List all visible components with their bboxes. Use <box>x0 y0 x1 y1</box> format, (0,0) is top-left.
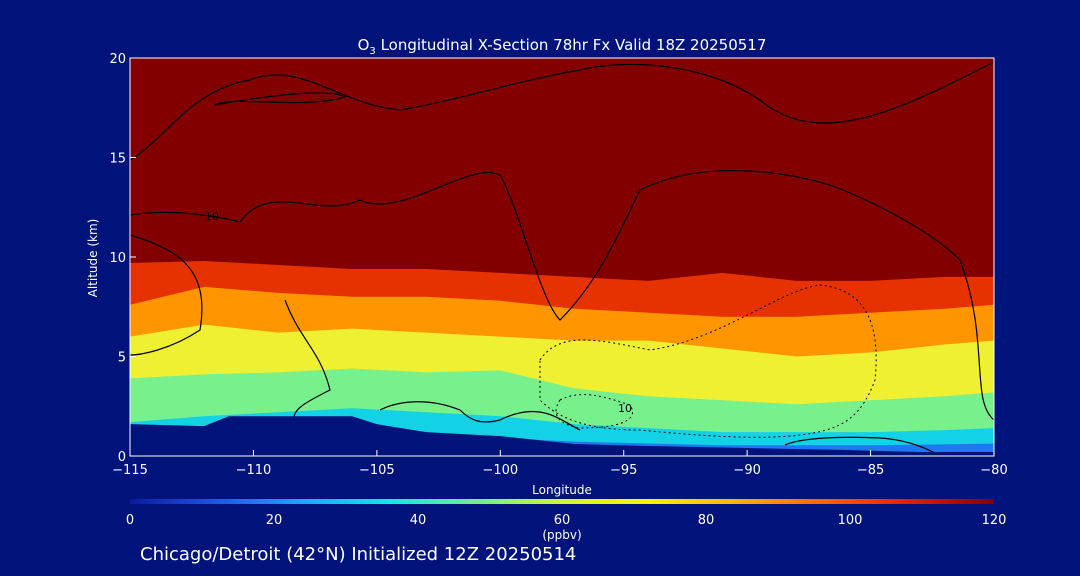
x-axis: −115 −110 −105 −100 −95 −90 −85 −80 <box>112 450 1008 478</box>
terrain-mask <box>130 416 994 456</box>
footer-caption: Chicago/Detroit (42°N) Initialized 12Z 2… <box>140 544 576 565</box>
title-rest: Longitudinal X-Section 78hr Fx Valid 18Z… <box>376 36 767 54</box>
x-tick-label: −80 <box>980 463 1007 478</box>
x-tick-label: −110 <box>236 463 272 478</box>
contour-dotted <box>555 394 633 429</box>
contour-label: 10 <box>618 402 632 415</box>
y-tick-label: 5 <box>118 351 126 366</box>
contour-line <box>130 234 203 356</box>
colorbar-tick-label: 20 <box>266 513 283 528</box>
colorbar-unit: (ppbv) <box>542 528 581 542</box>
x-tick-label: −105 <box>359 463 395 478</box>
x-tick-label: −85 <box>857 463 884 478</box>
x-axis-label: Longitude <box>532 483 592 497</box>
y-axis: 0 5 10 15 20 <box>109 52 136 465</box>
x-tick-label: −95 <box>610 463 637 478</box>
contour-line <box>284 299 331 421</box>
y-tick-label: 15 <box>109 152 126 167</box>
colorbar-ticks: 0 20 40 60 80 100 120 <box>126 513 1007 528</box>
contour-lines <box>130 61 994 456</box>
y-tick-label: 0 <box>118 450 126 465</box>
contour-line <box>379 401 581 431</box>
y-tick-label: 20 <box>109 52 126 67</box>
contour-dotted <box>539 284 877 438</box>
x-tick-label: −100 <box>482 463 518 478</box>
colorbar-tick-label: 100 <box>838 513 863 528</box>
y-axis-label: Altitude (km) <box>86 219 100 298</box>
y-tick-label: 10 <box>109 251 126 266</box>
colorbar-tick-label: 120 <box>982 513 1007 528</box>
x-tick-label: −90 <box>733 463 760 478</box>
contour-line <box>214 92 347 106</box>
colorbar-tick-label: 40 <box>410 513 427 528</box>
colorbar-tick-label: 0 <box>126 513 134 528</box>
contour-line <box>784 436 941 456</box>
chart-title: O3 Longitudinal X-Section 78hr Fx Valid … <box>358 36 767 57</box>
colorbar <box>130 499 994 504</box>
colorbar-tick-label: 60 <box>554 513 571 528</box>
x-tick-label: −115 <box>112 463 148 478</box>
contour-label: 10 <box>205 210 219 223</box>
plot-area: 10 10 <box>130 58 994 456</box>
colorbar-tick-label: 80 <box>698 513 715 528</box>
title-o: O <box>358 36 370 54</box>
contour-line <box>130 169 994 421</box>
title-subscript: 3 <box>369 46 375 57</box>
contour-line <box>130 61 994 161</box>
